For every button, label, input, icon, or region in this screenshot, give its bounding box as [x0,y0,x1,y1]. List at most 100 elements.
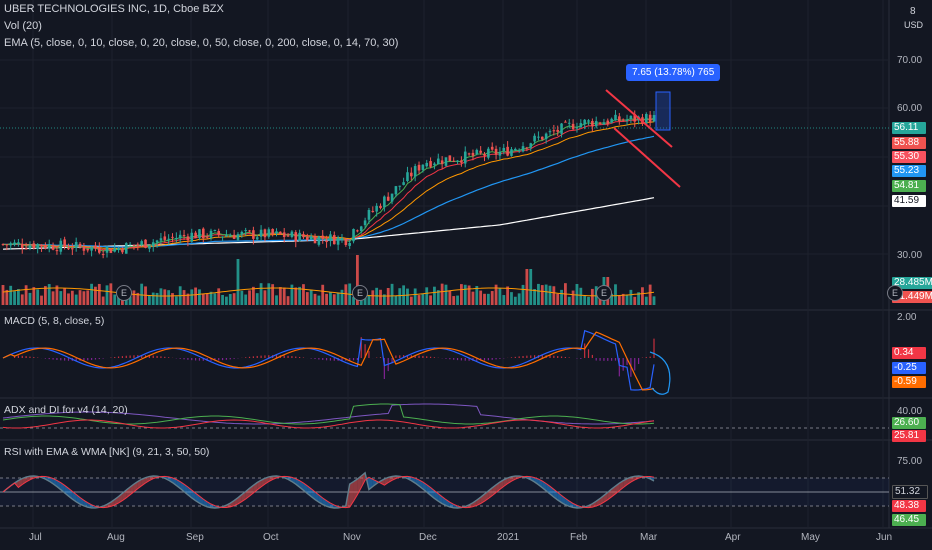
volume-bar [382,294,386,305]
candle-body [652,115,656,122]
volume-bar [352,296,355,305]
volume-bar [344,284,348,305]
volume-bar [583,295,587,305]
price-tag-ema50: 54.81 [892,180,926,192]
rsi-fill-segment [596,498,601,507]
volume-bar [525,269,529,305]
rsi-fill-segment [449,502,454,508]
volume-bar [648,284,652,305]
candle-body [594,121,598,127]
earnings-marker-icon[interactable]: E [352,285,368,301]
candle-body [602,122,606,125]
rsi-fill-segment [361,472,366,488]
earnings-marker-icon[interactable]: E [596,285,612,301]
candle-body [386,196,390,201]
candle-body [217,230,221,235]
volume-bar [201,293,205,305]
volume-bar [74,294,78,305]
volume-bar [94,286,97,305]
candle-body [94,245,97,249]
candle-body [579,123,583,128]
volume-bar [448,290,452,305]
volume-bar [28,292,32,305]
candle-body [452,160,455,162]
candle-body [398,185,402,187]
candle-body [571,123,575,130]
volume-bar [556,293,560,305]
candle-body [371,210,375,212]
volume-bar [475,285,479,305]
candle-body [55,250,59,252]
price-tag-close: 56.11 [892,122,926,134]
volume-bar [409,296,413,305]
currency-label[interactable]: USD [904,20,924,30]
candle-body [148,245,151,249]
macd-signal-line [2,331,655,391]
symbol-title: UBER TECHNOLOGIES INC, 1D, Cboe BZX [4,3,224,15]
volume-bar [174,296,178,305]
volume-bar [644,296,648,305]
candle-body [344,238,348,245]
macd-axis-label: 2.00 [897,312,917,323]
candle-body [309,236,313,240]
macd-pane-label: MACD (5, 8, close, 5) [4,315,105,327]
candle-body [421,164,425,170]
candle-body [140,241,143,245]
candle-body [67,247,70,250]
candle-body [591,121,594,127]
candle-body [359,226,363,232]
earnings-marker-icon[interactable]: E [116,285,132,301]
volume-tag: 28.485M [892,277,932,289]
volume-bar [552,286,556,305]
candle-body [564,121,567,123]
rsi-fill-segment [411,477,416,484]
candle-body [425,162,429,167]
candle-body [101,254,105,256]
volume-bar [101,296,105,305]
volume-bar [417,295,421,305]
candle-body [367,210,371,220]
measure-tool-label[interactable]: 7.65 (13.78%) 765 [626,64,721,81]
rsi-fill-segment [110,499,115,507]
x-axis-label: Mar [640,532,658,543]
volume-bar [425,287,429,305]
candle-body [629,115,633,119]
candle-body [329,234,332,242]
macd-annotation-curve [649,351,671,395]
measure-box [655,91,671,131]
rsi-fill-segment [207,501,212,508]
volume-bar [40,295,43,305]
candle-body [175,237,178,240]
volume-bar [587,296,590,305]
volume-bar [155,292,159,305]
x-axis-label: Apr [725,532,741,543]
candle-body [98,247,101,253]
rsi-fill-segment [87,502,92,508]
volume-bar [544,284,548,305]
volume-bar [263,290,267,305]
rsi-fill-segment [349,481,354,508]
volume-bar [652,296,656,305]
volume-bar [517,293,521,305]
volume-bar [151,292,155,305]
candle-body [17,242,20,244]
volume-bar [194,287,198,305]
candle-body [598,122,602,124]
macd-signal-tag: -0.59 [892,376,926,388]
macd-histogram-tag: 0.34 [892,347,926,359]
volume-bar [390,283,394,305]
rsi-fill-segment [534,477,539,485]
volume-bar [78,290,82,305]
earnings-marker-icon[interactable]: E [887,285,903,301]
volume-bar [459,284,463,305]
candle-body [128,244,132,246]
volume-bar [471,291,475,305]
rsi-fill-segment [172,477,177,486]
volume-bar [82,291,86,305]
candle-body [529,143,533,148]
candle-body [32,243,36,249]
candle-body [202,228,205,239]
rsi-fill-segment [388,476,393,483]
volume-bar [278,287,282,305]
